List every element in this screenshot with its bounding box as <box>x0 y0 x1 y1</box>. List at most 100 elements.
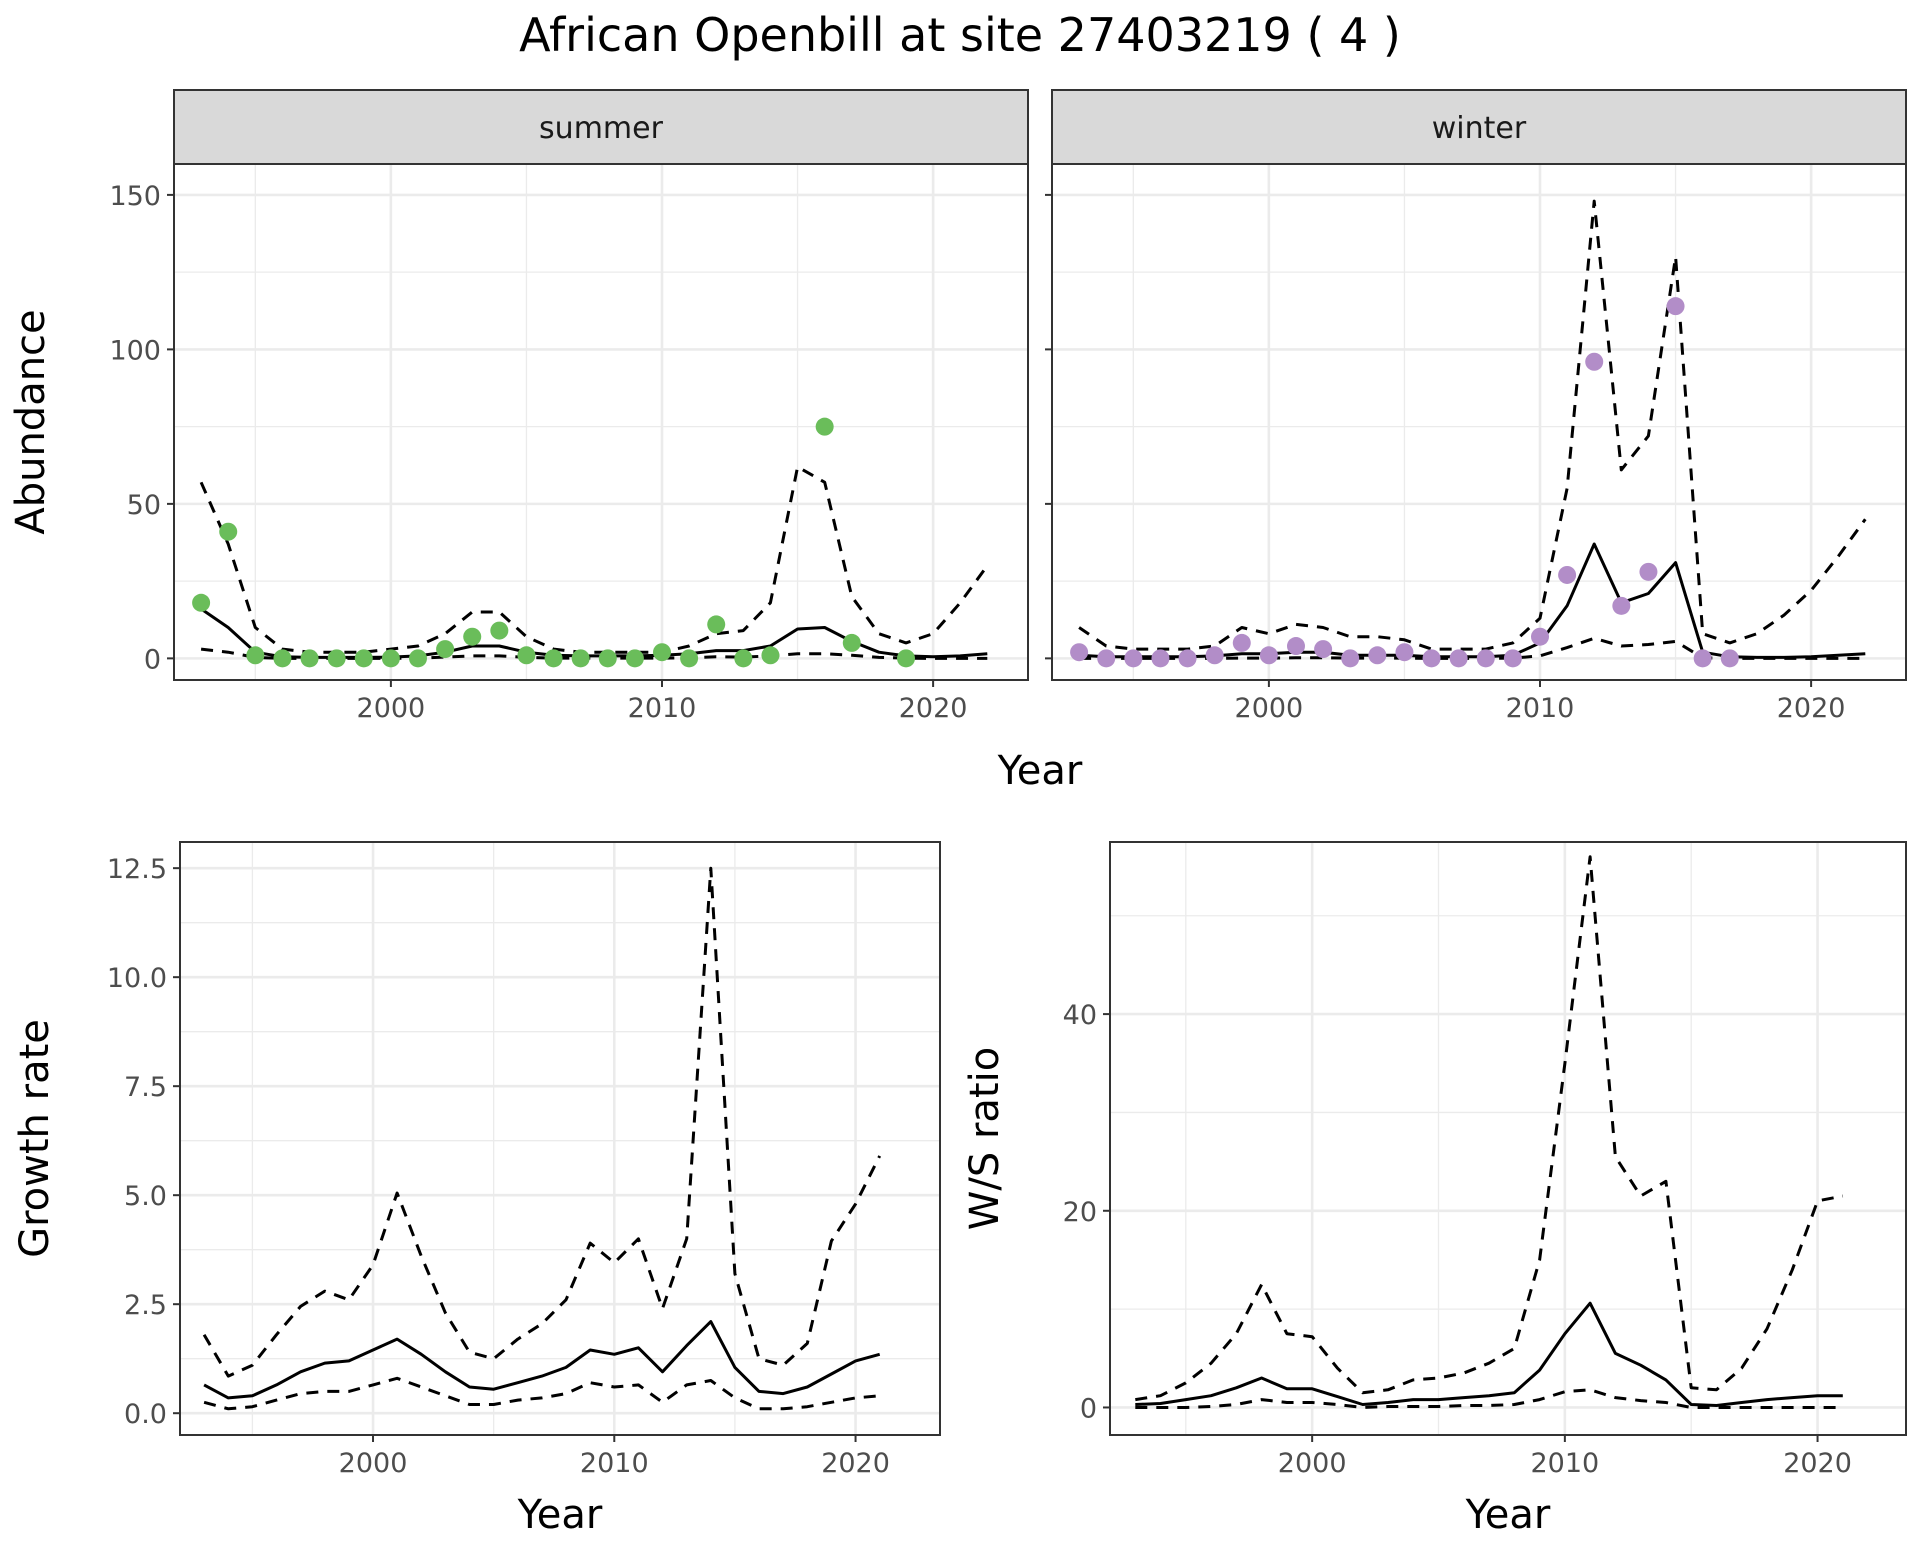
data-point <box>246 646 265 665</box>
data-point <box>1368 646 1387 665</box>
facet-strip <box>173 89 1029 165</box>
data-point <box>1693 649 1712 668</box>
data-point <box>354 649 373 668</box>
facet-label: winter <box>1432 111 1527 146</box>
interval-line-1 <box>1078 199 1867 651</box>
panel-border <box>179 841 941 1436</box>
y-tick-label: 40 <box>1063 1000 1097 1031</box>
data-point <box>544 649 563 668</box>
data-point <box>761 646 780 665</box>
x-tick-label: 2020 <box>1777 693 1846 724</box>
y-axis-title: W/S ratio <box>962 1047 1008 1230</box>
y-tick-label: 0.0 <box>124 1399 167 1430</box>
x-tick-label: 2000 <box>1278 1448 1347 1479</box>
interval-line-1 <box>202 866 882 1378</box>
data-point <box>598 649 617 668</box>
data-point <box>409 649 427 668</box>
y-tick-label: 2.5 <box>124 1290 167 1321</box>
data-point <box>1476 649 1495 668</box>
y-tick-label: 7.5 <box>124 1072 167 1103</box>
y-tick-label: 0 <box>1080 1393 1097 1424</box>
data-point <box>1558 565 1577 584</box>
data-point <box>1503 649 1522 668</box>
data-point <box>815 417 834 436</box>
data-point <box>1720 649 1739 668</box>
data-point <box>1531 627 1549 646</box>
x-axis-title: Year <box>1465 1492 1551 1538</box>
x-tick-label: 2020 <box>899 693 968 724</box>
data-point <box>707 615 726 634</box>
data-point <box>571 649 590 668</box>
x-tick-label: 2000 <box>339 1448 408 1479</box>
data-point <box>897 649 915 668</box>
plot-background <box>1052 164 1906 680</box>
y-tick-label: 0 <box>144 644 161 675</box>
y-axis-title: Growth rate <box>12 1019 58 1258</box>
y-tick-label: 12.5 <box>107 854 167 885</box>
data-point <box>273 649 292 668</box>
interval-line-1 <box>1135 855 1844 1402</box>
panel-border <box>1109 841 1907 1436</box>
data-point <box>1666 297 1685 316</box>
data-point <box>192 593 211 612</box>
data-point <box>1232 633 1251 652</box>
plot-background <box>1110 842 1906 1435</box>
data-point <box>653 643 671 662</box>
data-point <box>381 649 400 668</box>
interval-line-2 <box>1135 1388 1843 1409</box>
y-tick-label: 50 <box>127 490 161 521</box>
x-tick-label: 2000 <box>357 693 426 724</box>
data-point <box>1259 646 1278 665</box>
data-point <box>327 649 346 668</box>
figure-title: African Openbill at site 27403219 ( 4 ) <box>519 8 1401 62</box>
data-point <box>1449 649 1468 668</box>
data-point <box>1612 596 1631 615</box>
data-point <box>1314 640 1333 659</box>
x-axis-title: Year <box>517 1492 603 1538</box>
estimate-line-0 <box>1135 1301 1843 1407</box>
data-point <box>1205 646 1224 665</box>
data-point <box>1341 649 1360 668</box>
panel-winter: 2000 2010 2020 winter <box>1045 89 1907 724</box>
y-tick-label: 5.0 <box>124 1181 167 1212</box>
y-tick-label: 100 <box>109 335 161 366</box>
panel-w-s-ratio: 2000 2010 2020 0 20 40 W/S ratio Year <box>962 841 1907 1538</box>
panel-summer: 2000 2010 2020 0 50 100 150 summer Abundance <box>8 89 1029 724</box>
y-tick-label: 10.0 <box>107 963 167 994</box>
interval-line-2 <box>203 1376 880 1411</box>
y-tick-label: 150 <box>109 181 161 212</box>
data-point <box>436 640 455 659</box>
data-point <box>625 649 644 668</box>
x-tick-label: 2000 <box>1235 693 1304 724</box>
data-point <box>1287 637 1305 656</box>
data-point <box>1151 649 1170 668</box>
x-tick-label: 2010 <box>1506 693 1575 724</box>
x-axis-title-top: Year <box>997 748 1083 794</box>
facet-label: summer <box>539 111 664 146</box>
data-point <box>1395 643 1414 662</box>
x-tick-label: 2010 <box>580 1448 649 1479</box>
y-tick-label: 20 <box>1063 1197 1097 1228</box>
data-point <box>463 627 482 646</box>
data-point <box>680 649 699 668</box>
data-point <box>300 649 319 668</box>
data-point <box>219 522 238 541</box>
x-tick-label: 2020 <box>1783 1448 1852 1479</box>
panel-growth-rate: 2000 2010 2020 0.0 2.5 5.0 7.5 10.0 12.5 Growth r… <box>12 841 941 1538</box>
data-point <box>517 646 536 665</box>
y-axis-title: Abundance <box>8 309 54 534</box>
data-point <box>1422 649 1441 668</box>
estimate-line-0 <box>203 1320 881 1400</box>
data-point <box>1639 562 1658 581</box>
plot-background <box>174 164 1028 680</box>
data-point <box>734 649 753 668</box>
data-point <box>842 633 861 652</box>
plot-background <box>180 842 940 1435</box>
data-point <box>1178 649 1197 668</box>
data-point <box>1585 352 1604 371</box>
x-tick-label: 2010 <box>628 693 697 724</box>
data-point <box>490 621 509 640</box>
data-point <box>1097 649 1116 668</box>
x-tick-label: 2020 <box>821 1448 890 1479</box>
